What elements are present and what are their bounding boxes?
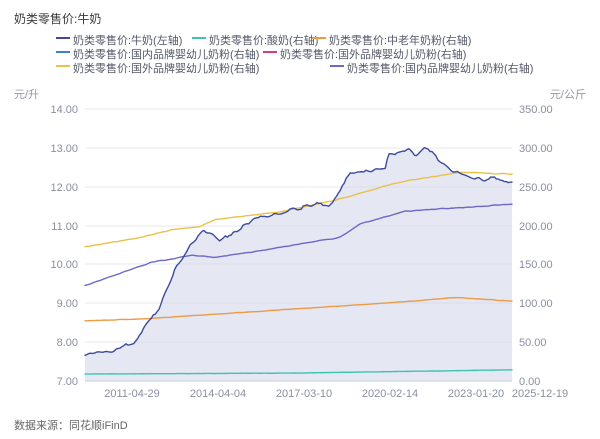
svg-text:7.00: 7.00 bbox=[57, 376, 78, 388]
svg-text:2017-03-10: 2017-03-10 bbox=[276, 388, 332, 400]
svg-text:10.00: 10.00 bbox=[50, 259, 78, 271]
svg-text:9.00: 9.00 bbox=[57, 298, 78, 310]
svg-text:12.00: 12.00 bbox=[50, 182, 78, 194]
svg-text:2014-04-04: 2014-04-04 bbox=[190, 388, 246, 400]
svg-text:250.00: 250.00 bbox=[519, 182, 553, 194]
svg-text:14.00: 14.00 bbox=[50, 104, 78, 116]
svg-text:11.00: 11.00 bbox=[51, 221, 78, 233]
svg-text:150.00: 150.00 bbox=[519, 259, 553, 271]
svg-text:2025-12-19: 2025-12-19 bbox=[512, 388, 568, 400]
svg-text:0.00: 0.00 bbox=[519, 376, 540, 388]
svg-text:8.00: 8.00 bbox=[57, 337, 78, 349]
svg-text:100.00: 100.00 bbox=[519, 298, 553, 310]
svg-text:50.00: 50.00 bbox=[519, 337, 547, 349]
svg-text:2011-04-29: 2011-04-29 bbox=[104, 388, 159, 400]
svg-text:350.00: 350.00 bbox=[519, 104, 553, 116]
svg-text:2023-01-20: 2023-01-20 bbox=[448, 388, 504, 400]
svg-text:300.00: 300.00 bbox=[519, 143, 553, 155]
svg-text:13.00: 13.00 bbox=[50, 143, 78, 155]
svg-text:2020-02-14: 2020-02-14 bbox=[362, 388, 418, 400]
svg-text:200.00: 200.00 bbox=[519, 221, 553, 233]
